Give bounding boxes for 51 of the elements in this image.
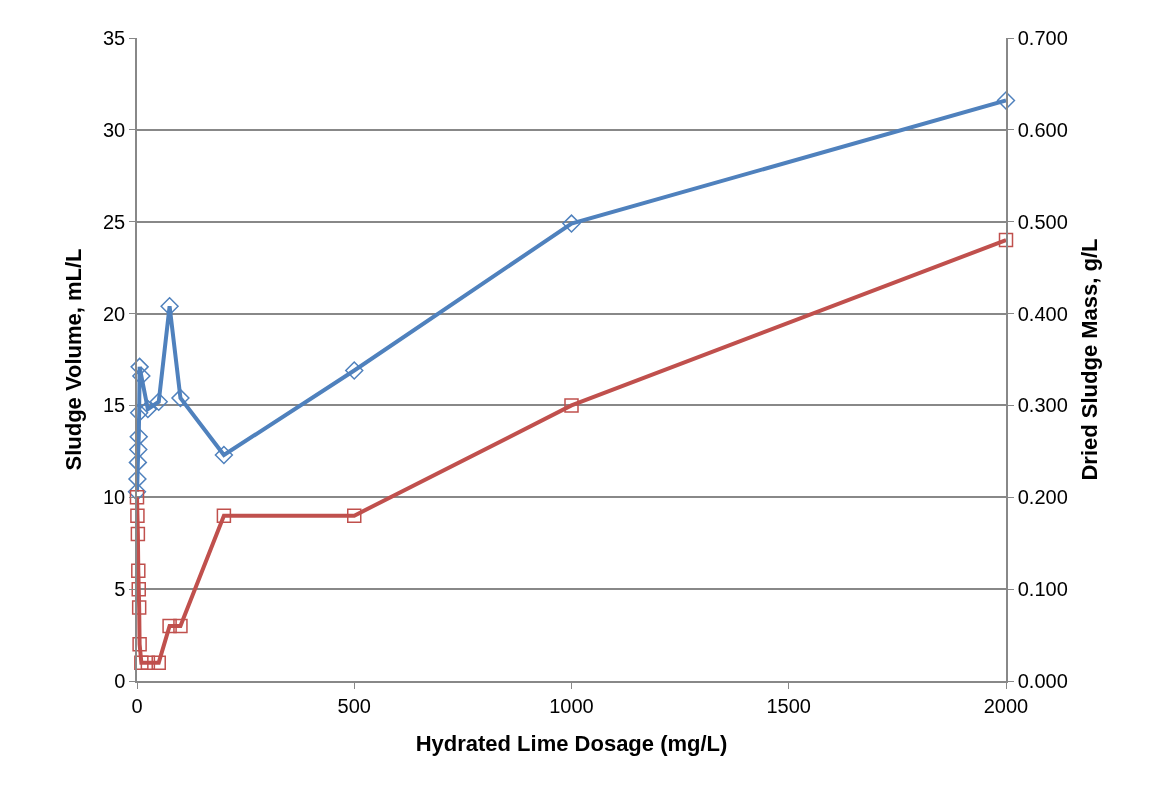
- y2-tick-label: 0.500: [1017, 210, 1068, 233]
- y2-tick-label: 0.700: [1017, 27, 1068, 49]
- y2-tick-label: 0.400: [1017, 302, 1068, 325]
- point: [131, 581, 146, 597]
- point: [128, 469, 147, 489]
- x-tick-label: 1000: [549, 694, 594, 717]
- point: [564, 398, 579, 413]
- point: [128, 453, 148, 472]
- point: [996, 91, 1016, 110]
- y-tick-label: 0: [114, 670, 126, 692]
- point: [151, 655, 166, 670]
- y2-tick-label: 0.100: [1017, 578, 1068, 601]
- point: [216, 508, 232, 523]
- y-axis-title: Sludge Volume, mL/L: [61, 248, 87, 471]
- y-tick-label: 20: [103, 302, 126, 325]
- point: [171, 388, 190, 408]
- x-tick-label: 0: [131, 694, 143, 717]
- point: [149, 392, 168, 411]
- point: [127, 482, 147, 501]
- x-axis-title: Hydrated Lime Dosage (mg/L): [415, 731, 728, 757]
- point: [130, 357, 149, 377]
- point: [562, 214, 581, 233]
- point: [998, 232, 1014, 248]
- y-tick-label: 30: [103, 118, 126, 141]
- point: [347, 508, 362, 523]
- x-tick-label: 1500: [766, 694, 811, 717]
- point: [173, 618, 188, 634]
- x-tick-label: 2000: [983, 694, 1029, 717]
- point: [130, 526, 146, 542]
- point: [345, 361, 364, 380]
- point: [129, 427, 148, 446]
- y2-tick-label: 0.600: [1017, 118, 1068, 141]
- point: [131, 563, 146, 579]
- y2-tick-label: 0.000: [1017, 670, 1068, 692]
- y-tick-label: 10: [103, 486, 126, 509]
- y2-tick-label: 0.200: [1017, 486, 1068, 509]
- point: [162, 618, 177, 634]
- point: [138, 399, 158, 419]
- y-tick-label: 25: [103, 210, 126, 233]
- y2-axis-title: Dried Sludge Mass, g/L: [1077, 238, 1103, 481]
- y-tick-label: 35: [103, 27, 126, 49]
- y-tick-label: 5: [114, 578, 126, 601]
- y2-tick-label: 0.300: [1017, 394, 1068, 417]
- point: [214, 445, 234, 465]
- y-tick-label: 15: [103, 394, 126, 417]
- point: [131, 600, 147, 615]
- point: [130, 508, 145, 523]
- point: [132, 637, 147, 652]
- point: [129, 403, 149, 422]
- x-tick-label: 500: [337, 694, 371, 717]
- point: [129, 490, 145, 505]
